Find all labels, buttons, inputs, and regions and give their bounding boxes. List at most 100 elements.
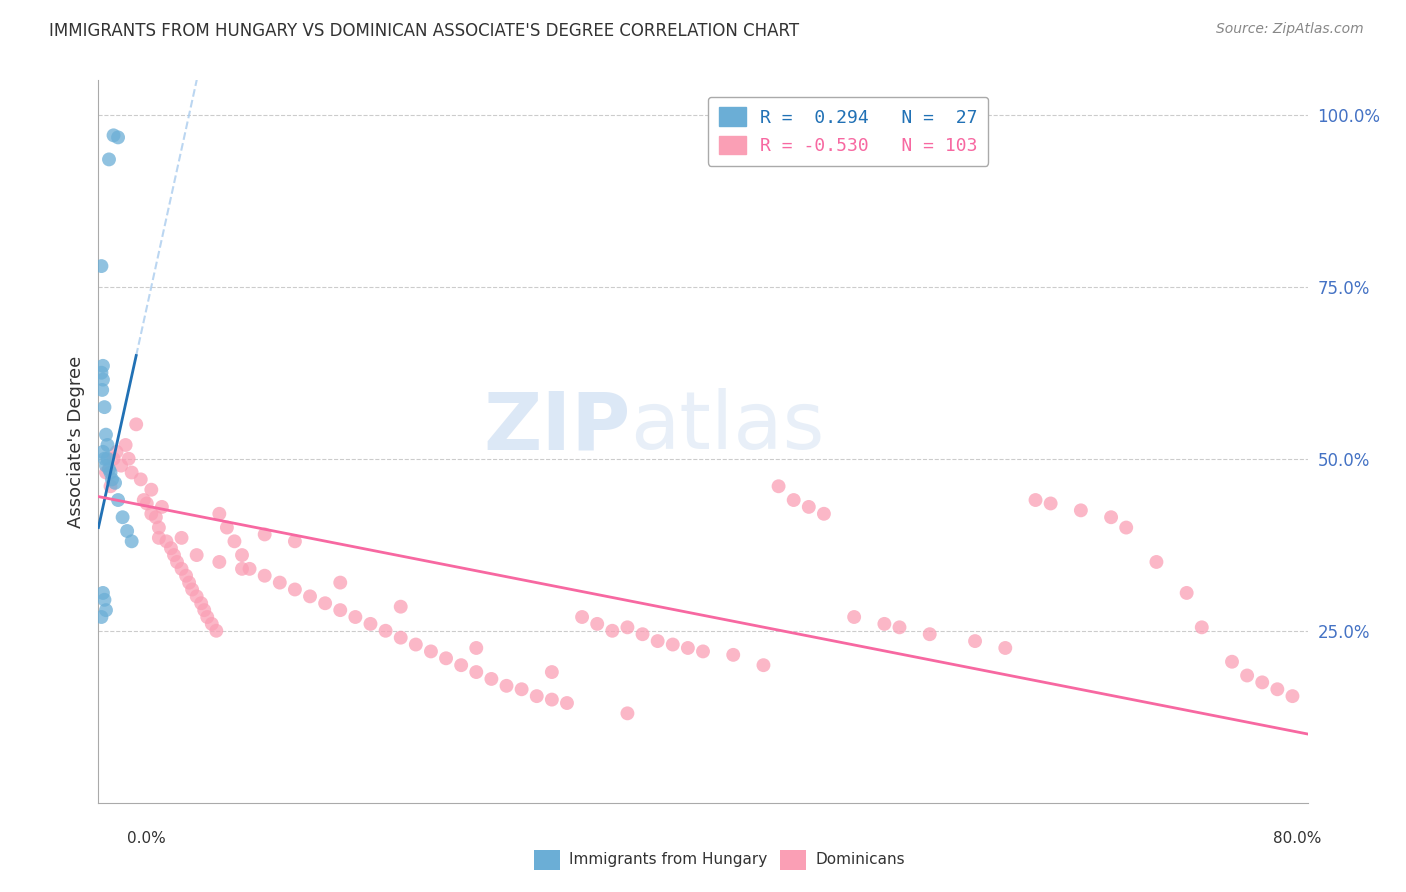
Point [360, 616, 382, 631]
Point [118, 451, 141, 466]
Point [141, 483, 163, 497]
Point [526, 689, 548, 703]
Point [98, 153, 121, 167]
Point [93, 451, 115, 466]
Point [96, 451, 118, 466]
Point [94, 603, 117, 617]
Point [889, 620, 911, 634]
Point [135, 496, 157, 510]
Point [90, 259, 112, 273]
Point [155, 534, 177, 549]
Point [405, 638, 427, 652]
Point [616, 620, 638, 634]
Point [179, 575, 201, 590]
Point [616, 706, 638, 721]
Point [540, 665, 562, 679]
Point [481, 672, 503, 686]
Point [495, 679, 517, 693]
Point [783, 493, 806, 508]
Point [224, 534, 246, 549]
Point [329, 603, 352, 617]
Point [965, 634, 987, 648]
Point [1115, 520, 1137, 534]
Point [420, 644, 443, 658]
Text: IMMIGRANTS FROM HUNGARY VS DOMINICAN ASSOCIATE'S DEGREE CORRELATION CHART: IMMIGRANTS FROM HUNGARY VS DOMINICAN ASS… [49, 22, 800, 40]
Point [110, 458, 132, 473]
Y-axis label: Associate's Degree: Associate's Degree [66, 355, 84, 528]
Point [91, 359, 114, 373]
Point [125, 417, 148, 432]
Point [602, 624, 624, 638]
Point [299, 590, 322, 604]
Point [166, 555, 188, 569]
Point [389, 631, 412, 645]
Text: Immigrants from Hungary: Immigrants from Hungary [569, 853, 768, 867]
Point [170, 562, 193, 576]
Point [150, 500, 173, 514]
Point [344, 610, 367, 624]
Point [100, 479, 122, 493]
Point [170, 531, 193, 545]
Point [181, 582, 204, 597]
Point [510, 682, 533, 697]
Point [186, 548, 208, 562]
Point [121, 466, 143, 480]
Point [1024, 493, 1046, 508]
Point [111, 510, 134, 524]
Point [186, 590, 208, 604]
Point [918, 627, 941, 641]
Point [93, 592, 115, 607]
Point [195, 610, 218, 624]
Point [90, 366, 112, 380]
Point [844, 610, 866, 624]
Point [1099, 510, 1122, 524]
Point [148, 520, 170, 534]
Text: Dominicans: Dominicans [815, 853, 905, 867]
Point [141, 507, 163, 521]
Point [94, 466, 117, 480]
Point [586, 616, 609, 631]
Point [91, 373, 114, 387]
Point [555, 696, 578, 710]
Point [114, 438, 136, 452]
Point [91, 586, 114, 600]
Point [115, 524, 138, 538]
Point [129, 472, 152, 486]
Point [540, 692, 562, 706]
Text: 80.0%: 80.0% [1274, 831, 1322, 846]
Point [148, 531, 170, 545]
Point [208, 507, 231, 521]
Point [1175, 586, 1198, 600]
Text: ZIP: ZIP [484, 388, 630, 467]
Point [1070, 503, 1092, 517]
Point [768, 479, 790, 493]
Point [215, 520, 238, 534]
Point [661, 638, 683, 652]
Point [434, 651, 457, 665]
Point [797, 500, 820, 514]
Point [107, 130, 129, 145]
Point [1251, 675, 1274, 690]
Point [631, 627, 654, 641]
Point [692, 644, 714, 658]
Point [329, 575, 352, 590]
Point [253, 568, 276, 582]
Legend: R =  0.294   N =  27, R = -0.530   N = 103: R = 0.294 N = 27, R = -0.530 N = 103 [707, 96, 988, 166]
Point [160, 541, 183, 556]
Point [121, 534, 143, 549]
Point [284, 582, 307, 597]
Point [1281, 689, 1303, 703]
Point [208, 555, 231, 569]
Point [98, 462, 121, 476]
Text: Source: ZipAtlas.com: Source: ZipAtlas.com [1216, 22, 1364, 37]
Text: atlas: atlas [630, 388, 825, 467]
Point [90, 610, 112, 624]
Point [101, 472, 124, 486]
Point [163, 548, 186, 562]
Point [193, 603, 215, 617]
Point [190, 596, 212, 610]
Point [284, 534, 307, 549]
Point [205, 624, 228, 638]
Point [103, 451, 125, 466]
Point [105, 445, 128, 459]
